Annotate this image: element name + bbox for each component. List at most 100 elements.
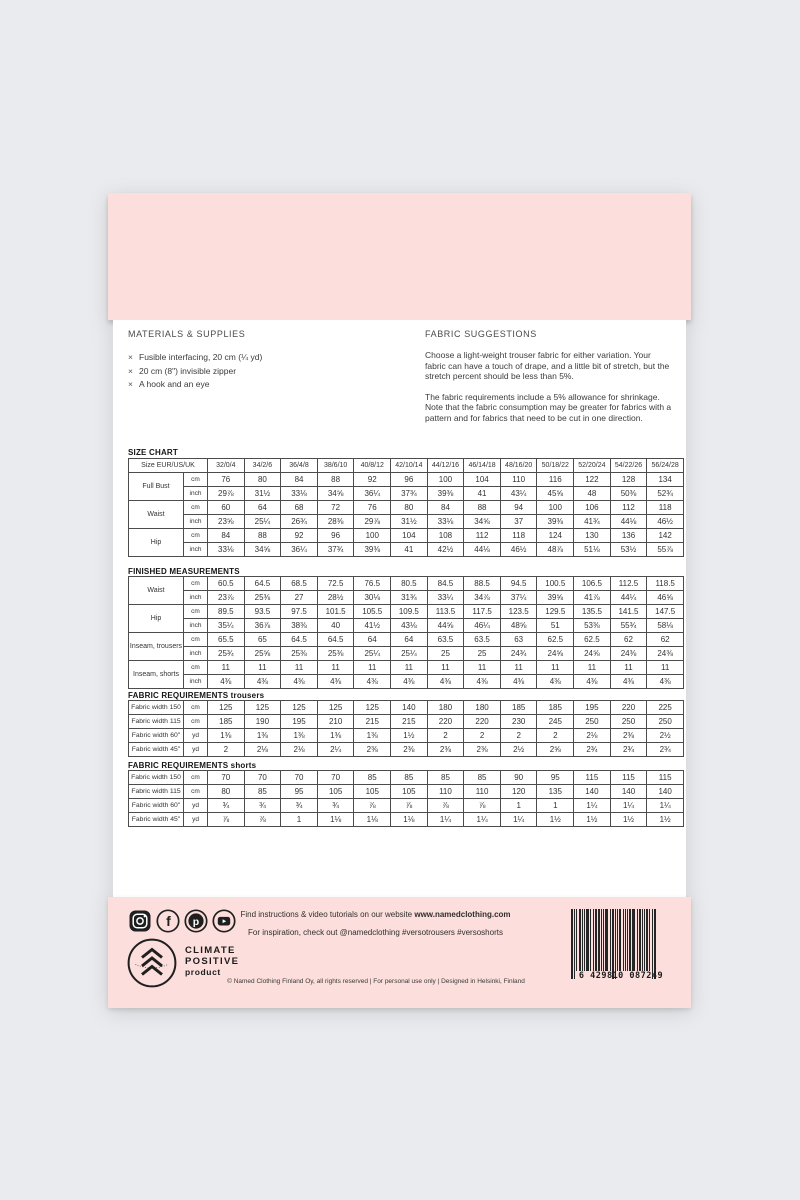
barcode-bars [571,909,671,979]
value-cell: 108 [426,528,465,543]
value-cell: 84 [280,472,318,487]
value-cell: 1 [536,798,575,813]
value-cell: 106.5 [573,576,611,591]
value-cell: 25⅜ [316,646,355,661]
value-cell: 37¼ [499,590,538,605]
row-label: Fabric width 115 [128,714,184,729]
value-cell: 63.5 [426,632,465,647]
table-row: inch 29⅞ 31½ 33⅛ 34⅝ 36¼ 37¾ 39⅜ 41 43¼ 45⅝ 48 50⅜ 52… [129,486,684,501]
value-cell: 34⅞ [463,590,501,605]
value-cell: 115 [646,770,684,785]
value-cell: 140 [609,784,648,799]
value-cell: 4⅜ [609,674,648,689]
value-cell: ¾ [207,798,245,813]
value-cell: 39⅜ [353,542,392,557]
value-cell: 34⅝ [463,514,501,529]
unit-cell: cm [183,576,208,591]
value-cell: 2¾ [646,742,684,757]
value-cell: 80 [390,500,428,515]
fabric-requirements-shorts-table: Fabric width 150 cm 70 70 70 70 85 85 85 85 90 95 11… [128,770,684,827]
value-cell: 60 [207,500,245,515]
row-label: Fabric width 45" [128,812,184,827]
value-cell: 250 [609,714,648,729]
barcode: 6 429810 087249 [571,909,671,981]
value-cell: 4⅜ [499,674,538,689]
value-cell: 115 [609,770,648,785]
value-cell: 96 [316,528,355,543]
climate-positive-label: CLIMATE POSITIVE product [185,945,240,977]
value-cell: 118.5 [646,576,684,591]
value-cell: 41½ [353,618,392,633]
value-cell: 4⅜ [353,674,392,689]
envelope-footer: f p [108,897,691,1008]
value-cell: 30⅛ [353,590,392,605]
size-header-row: Size EUR/US/UK 32/0/4 34/2/6 36/4/8 38/6/10 4… [128,458,684,473]
size-chart-table: Size EUR/US/UK 32/0/4 34/2/6 36/4/8 38/6/10 4… [128,458,684,557]
unit-cell: inch [183,590,208,605]
fabric-suggestions-paragraph: Choose a light-weight trouser fabric for… [425,350,670,381]
value-cell: 46¼ [463,618,501,633]
value-cell: 104 [463,472,501,487]
unit-cell: cm [183,714,208,729]
value-cell: 11 [426,660,465,675]
unit-cell: cm [183,700,208,715]
row-label: Fabric width 60" [128,798,184,813]
value-cell: 85 [353,770,392,785]
value-cell: 140 [646,784,684,799]
table-row: Hip cm 84 88 92 96 100 104 108 112 118 124 130 136 142 [128,528,684,557]
size-column-header: 36/4/8 [280,458,318,473]
value-cell: 31½ [243,486,282,501]
value-cell: ⅞ [243,812,282,827]
value-cell: 2⅜ [609,728,648,743]
size-column-header: 32/0/4 [207,458,245,473]
size-header-label: Size EUR/US/UK [128,458,208,473]
table-row: inch 4⅜ 4⅜ 4⅜ 4⅜ 4⅜ 4⅜ 4⅜ 4⅜ 4⅜ 4⅜ 4⅜ 4⅜ 4⅜ [129,674,684,689]
value-cell: 1⅛ [353,812,392,827]
value-cell: 25⅜ [280,646,318,661]
value-cell: 24¾ [499,646,538,661]
value-cell: 38⅜ [280,618,318,633]
value-cell: 4⅜ [280,674,318,689]
value-cell: 80 [243,472,282,487]
table-row: inch 35¼ 36⅞ 38⅜ 40 41½ 43⅛ 44⅝ 46¼ 48⅝ 51 53⅜ 55¾ 58… [129,618,684,633]
unit-cell: inch [183,514,208,529]
value-cell: 220 [426,714,465,729]
value-cell: 24⅝ [573,646,611,661]
value-cell: 52¾ [646,486,684,501]
value-cell: 1¼ [499,812,538,827]
value-cell: 11 [499,660,538,675]
size-column-header: 46/14/18 [463,458,501,473]
materials-item: × 20 cm (8") invisible zipper [128,365,237,376]
value-cell: 110 [499,472,538,487]
inspiration-line: For inspiration, check out @namedclothin… [248,928,503,937]
value-cell: 85 [390,770,428,785]
value-cell: 2⅛ [243,742,282,757]
value-cell: 11 [463,660,501,675]
value-cell: 68 [280,500,318,515]
value-cell: 42½ [426,542,465,557]
table-row: Fabric width 60" yd 1⅜ 1⅜ 1⅜ 1⅜ 1⅜ 1½ 2 2 2 2 2⅛ 2⅜ 2½ [128,728,684,743]
value-cell: 26¾ [280,514,318,529]
value-cell: 60.5 [207,576,245,591]
value-cell: 92 [353,472,392,487]
table-row: Fabric width 45" yd ⅞ ⅞ 1 1⅛ 1⅛ 1⅛ 1¼ 1¼ 1¼ 1½ 1½ 1½ 1… [128,812,684,827]
size-column-header: 42/10/14 [390,458,428,473]
value-cell: 28½ [316,590,355,605]
table-row: Inseam, shorts cm 11 11 11 11 11 11 11 11 11 11 11 11… [128,660,684,689]
value-cell: 4⅜ [426,674,465,689]
value-cell: 31½ [390,514,428,529]
value-cell: 1½ [609,812,648,827]
value-cell: 11 [536,660,575,675]
materials-item: × Fusible interfacing, 20 cm (¼ yd) [128,352,263,362]
size-column-header: 34/2/6 [243,458,282,473]
value-cell: 210 [316,714,355,729]
table-row: Waist cm 60 64 68 72 76 80 84 88 94 100 106 112 118 [128,500,684,529]
fabric-suggestions-heading: FABRIC SUGGESTIONS [425,329,537,339]
value-cell: 39⅜ [426,486,465,501]
value-cell: 11 [243,660,282,675]
value-cell: 33⅛ [426,514,465,529]
value-cell: 25¾ [207,646,245,661]
row-label: Fabric width 150 [128,700,184,715]
table-row: Full Bust cm 76 80 84 88 92 96 100 104 110 116 122 12… [128,472,684,501]
value-cell: 23⅝ [207,514,245,529]
